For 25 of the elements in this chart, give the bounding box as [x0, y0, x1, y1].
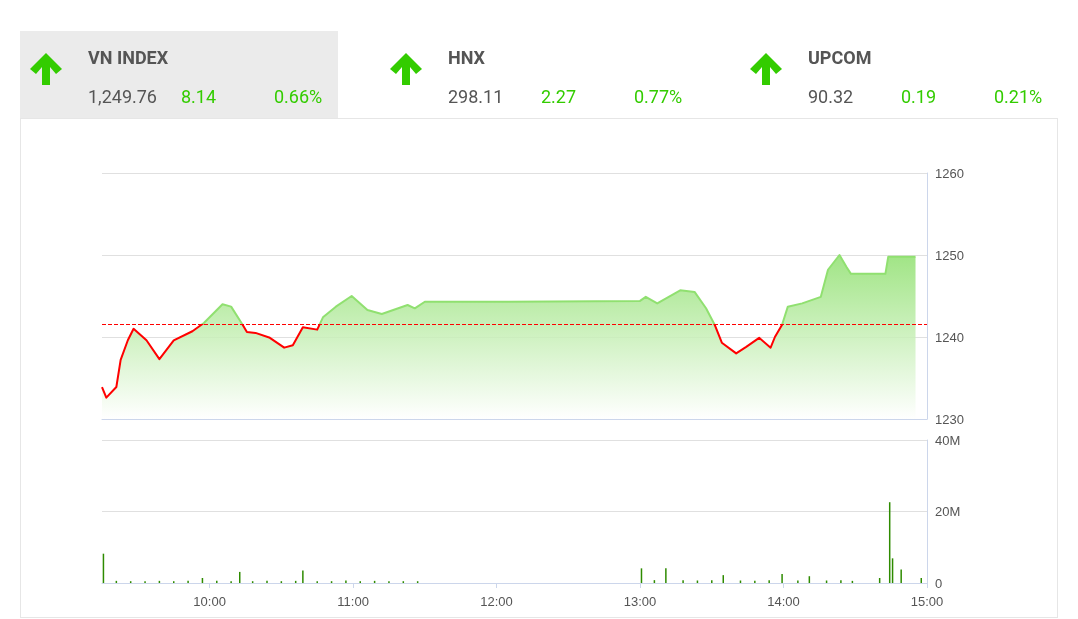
- text: UPCOM: [808, 47, 872, 68]
- x-tick-label: 13:00: [623, 594, 657, 609]
- y-tick-label: 1260: [935, 165, 964, 181]
- text: VN INDEX: [88, 47, 169, 68]
- text: 0.19: [901, 86, 937, 107]
- y-tick-label: 1240: [935, 329, 964, 345]
- text: 0.66%: [274, 86, 323, 107]
- text: 0.77%: [634, 86, 683, 107]
- x-tick-label: 15:00: [910, 594, 944, 609]
- x-tick-label: 10:00: [193, 594, 226, 609]
- text: 90.32: [808, 86, 854, 107]
- x-tick-label: 11:00: [337, 594, 369, 609]
- x-tick-label: 14:00: [767, 594, 800, 609]
- text: 2.27: [541, 86, 577, 107]
- y-tick-label: 0: [935, 575, 943, 591]
- x-tick-label: 12:00: [480, 594, 513, 609]
- y-tick-label: 1250: [935, 247, 964, 263]
- y-tick-label: 1230: [935, 411, 964, 427]
- text: 298.11: [448, 86, 504, 107]
- text: 0.21%: [994, 86, 1043, 107]
- text: 1,249.76: [88, 86, 157, 107]
- y-tick-label: 20M: [935, 504, 961, 519]
- text: HNX: [448, 47, 485, 68]
- y-tick-label: 40M: [935, 432, 961, 448]
- text: 8.14: [181, 86, 217, 107]
